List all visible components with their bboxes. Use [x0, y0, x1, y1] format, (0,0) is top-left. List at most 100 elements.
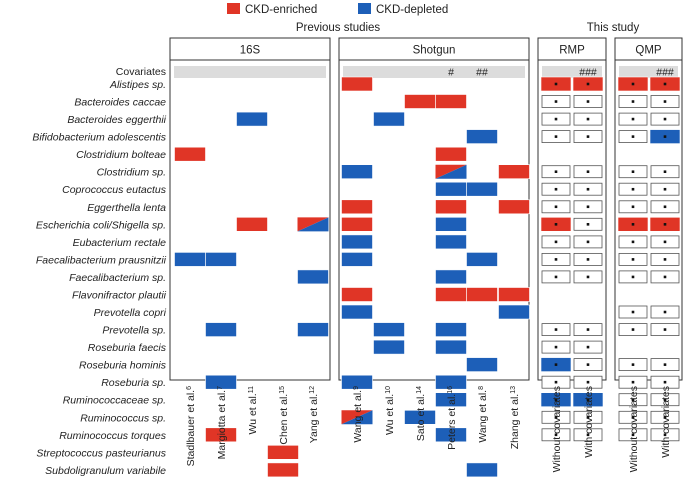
cell-16s-escherichia-coli-shigella-sp-col5-depleted — [297, 217, 329, 232]
cell-shotgun-alistipes-sp-col1 — [341, 76, 373, 92]
cell-rmp-escherichia-coli-shigella-sp-col2-dot — [586, 223, 590, 226]
cell-16s-prevotella-sp-col2 — [205, 322, 237, 337]
taxon-label-coprococcus-eutactus: Coprococcus eutactus — [62, 184, 167, 196]
panel-qmp: QMP ### Without covariates With covariates — [614, 37, 683, 472]
cell-shotgun-ruminococcus-torques-col4 — [435, 427, 467, 443]
cell-rmp-bacteroides-caccae-col1-dot — [554, 100, 558, 103]
cell-16s-escherichia-coli-shigella-sp-col3 — [236, 217, 268, 232]
cell-rmp-ruminococcus-torques-col1-dot — [554, 433, 558, 437]
cell-rmp-faecalibacterium-prausnitzii-col1-dot — [554, 258, 558, 261]
column-label-ref: 6 — [186, 386, 193, 390]
cell-shotgun-flavonifractor-plautii-col6 — [498, 287, 530, 302]
cell-shotgun-faecalibacterium-prausnitzii-col1 — [341, 252, 373, 267]
group-label-this-study: This study — [587, 22, 640, 34]
taxon-label-escherichia-coli-shigella-sp: Escherichia coli/Shigella sp. — [36, 219, 166, 231]
cell-rmp-ruminococcus-sp-col2-dot — [586, 415, 590, 419]
cell-rmp-alistipes-sp-col1-dot — [554, 82, 558, 86]
column-label-wu-et-al-10: Wu et al.10 — [384, 386, 396, 435]
column-label-ref: 15 — [279, 386, 286, 394]
cell-qmp-bacteroides-eggerthii-col2-dot — [663, 117, 667, 121]
cell-shotgun-bifidobacterium-adolescentis-col5 — [466, 129, 498, 144]
panel-title: RMP — [559, 45, 585, 57]
cell-rmp-ruminococcaceae-sp-col1-dot — [554, 398, 558, 402]
cell-shotgun-ruminococcus-sp-col1-depleted — [341, 410, 373, 425]
cell-rmp-prevotella-sp-col1-dot — [554, 328, 558, 331]
panel-frame — [537, 37, 607, 381]
cell-qmp-ruminococcus-torques-col1-dot — [631, 433, 635, 437]
cell-qmp-bacteroides-caccae-col1-dot — [631, 100, 635, 103]
cell-qmp-alistipes-sp-col1-dot — [631, 82, 635, 86]
cell-rmp-bacteroides-caccae-col2-dot — [586, 100, 590, 103]
cell-rmp-bacteroides-eggerthii-col1-dot — [554, 117, 558, 121]
cell-rmp-bacteroides-eggerthii-col2-dot — [586, 117, 590, 121]
cell-shotgun-ruminococcaceae-sp-col4 — [435, 392, 467, 408]
column-label-yang-et-al-12: Yang et al.12 — [308, 386, 320, 443]
cell-16s-faecalibacterium-prausnitzii-col1 — [174, 252, 206, 267]
cell-shotgun-roseburia-faecis-col2 — [373, 339, 405, 355]
cell-qmp-faecalibacterium-prausnitzii-col2-dot — [663, 258, 667, 261]
cell-shotgun-clostridium-sp-col6 — [498, 164, 530, 179]
cell-rmp-alistipes-sp-col2-dot — [586, 82, 590, 86]
cell-rmp-eubacterium-rectale-col2-dot — [586, 240, 590, 244]
cell-qmp-clostridium-sp-col2-dot — [663, 170, 667, 173]
cell-16s-faecalibacterium-prausnitzii-col2 — [205, 252, 237, 267]
cell-qmp-ruminococcus-sp-col2-dot — [663, 415, 667, 419]
cell-shotgun-ruminococcus-sp-col3 — [404, 409, 436, 425]
cell-qmp-eubacterium-rectale-col1-dot — [631, 240, 635, 244]
cell-qmp-ruminococcus-sp-col1-dot — [631, 415, 635, 419]
cell-rmp-coprococcus-eutactus-col1-dot — [554, 187, 558, 191]
cell-rmp-eubacterium-rectale-col1-dot — [554, 240, 558, 244]
taxon-label-prevotella-copri: Prevotella copri — [94, 307, 167, 319]
column-label-wang-et-al-8: Wang et al.8 — [477, 386, 489, 443]
taxon-label-alistipes-sp: Alistipes sp. — [109, 79, 166, 91]
cell-shotgun-escherichia-coli-shigella-sp-col1 — [341, 217, 373, 232]
covariates-row-label: Covariates — [116, 66, 166, 78]
cell-shotgun-escherichia-coli-shigella-sp-col4 — [435, 217, 467, 232]
cell-shotgun-prevotella-copri-col6 — [498, 304, 530, 320]
cell-shotgun-roseburia-sp-col1 — [341, 374, 373, 390]
legend-swatch-ckd-depleted — [358, 3, 371, 14]
column-label-ref: 8 — [478, 386, 485, 390]
cell-rmp-roseburia-sp-col2-dot — [586, 380, 590, 384]
cell-qmp-ruminococcus-torques-col2-dot — [663, 433, 667, 437]
cell-shotgun-faecalibacterium-sp-col4 — [435, 269, 467, 285]
cell-qmp-faecalibacterium-sp-col1-dot — [631, 275, 635, 279]
cell-rmp-coprococcus-eutactus-col2-dot — [586, 187, 590, 191]
cell-qmp-prevotella-sp-col2-dot — [663, 328, 667, 331]
taxon-label-eubacterium-rectale: Eubacterium rectale — [73, 237, 167, 249]
covariate-mark: # — [448, 67, 454, 79]
cell-qmp-bacteroides-caccae-col2-dot — [663, 100, 667, 103]
taxon-label-clostridium-sp: Clostridium sp. — [97, 167, 166, 179]
cell-rmp-bifidobacterium-adolescentis-col2-dot — [586, 135, 590, 138]
cell-16s-streptococcus-pasteurianus-col4 — [267, 444, 299, 460]
column-label-ref: 7 — [217, 386, 224, 390]
panel-frame — [169, 37, 331, 381]
cell-rmp-eggerthella-lenta-col1-dot — [554, 205, 558, 209]
cell-shotgun-bacteroides-caccae-col3 — [404, 94, 436, 109]
taxon-label-roseburia-hominis: Roseburia hominis — [79, 360, 167, 372]
covariate-mark: ## — [476, 67, 488, 79]
column-label-stadlbauer-et-al-6: Stadlbauer et al.6 — [185, 386, 197, 466]
cell-shotgun-flavonifractor-plautii-col4 — [435, 287, 467, 302]
taxon-label-clostridium-bolteae: Clostridium bolteae — [76, 149, 166, 161]
group-label-previous-studies: Previous studies — [296, 22, 381, 34]
column-label-zhang-et-al-13: Zhang et al.13 — [509, 386, 521, 449]
cell-qmp-coprococcus-eutactus-col2-dot — [663, 187, 667, 191]
cell-rmp-ruminococcaceae-sp-col2-dot — [586, 398, 590, 402]
cell-qmp-escherichia-coli-shigella-sp-col1-dot — [631, 223, 635, 226]
cell-rmp-prevotella-sp-col2-dot — [586, 328, 590, 331]
cell-shotgun-eggerthella-lenta-col1 — [341, 199, 373, 215]
taxon-label-subdoligranulum-variabile: Subdoligranulum variabile — [45, 465, 166, 477]
column-label-ref: 13 — [510, 386, 517, 394]
cell-rmp-roseburia-sp-col1-dot — [554, 380, 558, 384]
column-label-ref: 9 — [353, 386, 360, 390]
cell-16s-prevotella-sp-col5 — [297, 322, 329, 337]
cell-rmp-faecalibacterium-sp-col1-dot — [554, 275, 558, 279]
cell-qmp-alistipes-sp-col2-dot — [663, 82, 667, 86]
column-label-ref: 14 — [416, 386, 423, 394]
cell-16s-roseburia-sp-col2 — [205, 374, 237, 390]
cell-rmp-ruminococcus-torques-col2-dot — [586, 433, 590, 437]
cell-shotgun-coprococcus-eutactus-col4 — [435, 181, 467, 197]
covariates-strip — [343, 66, 525, 78]
